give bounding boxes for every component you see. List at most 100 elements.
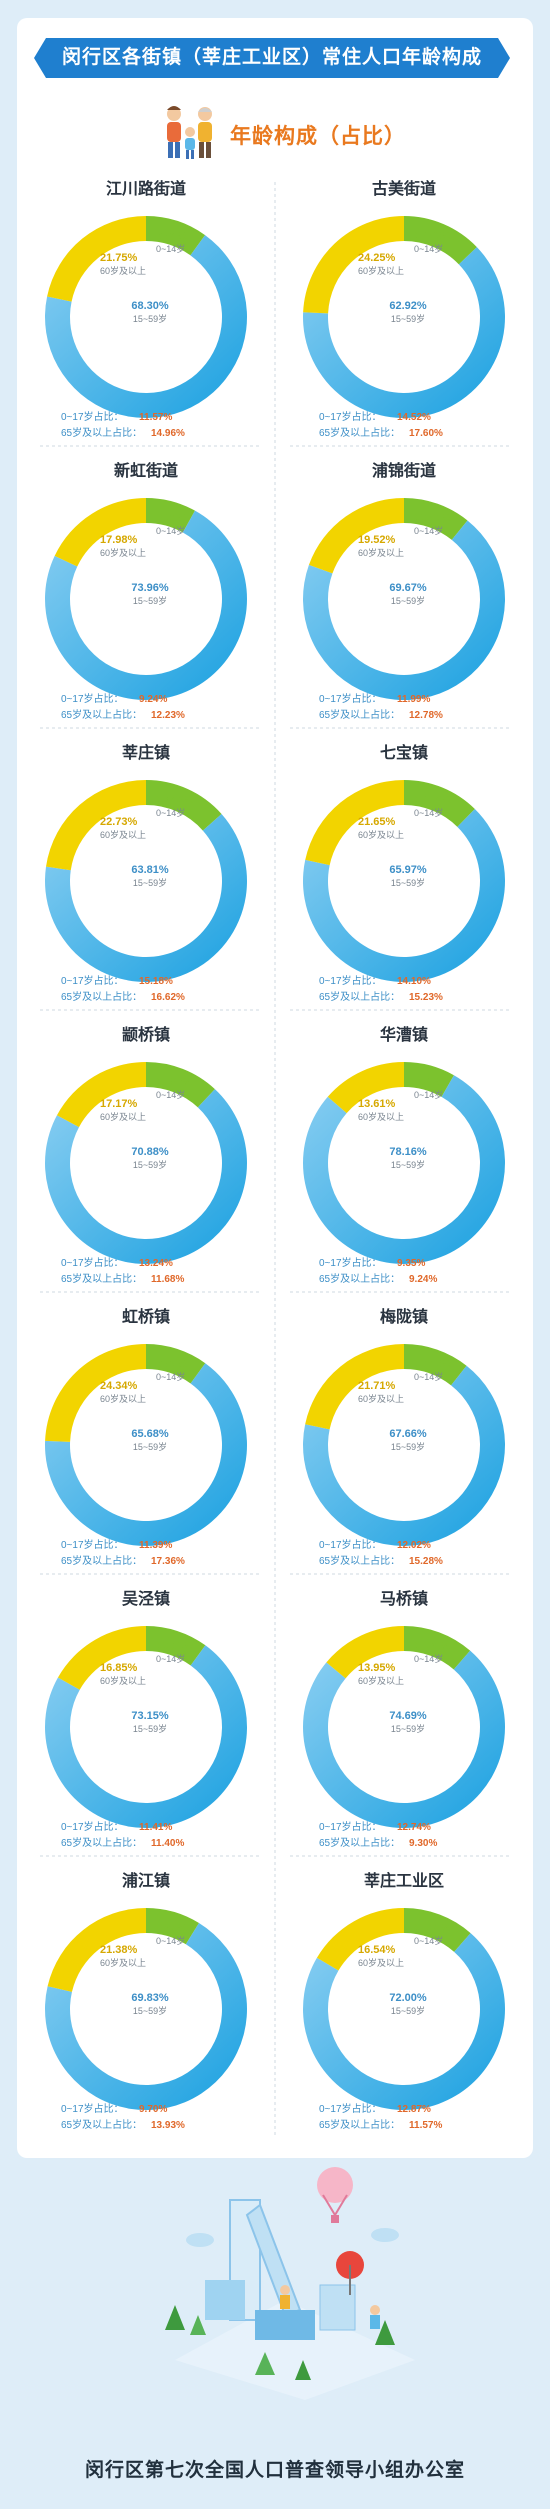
- value-label-60-plus: 17.17%: [100, 1098, 138, 1110]
- slice-0-14: [146, 498, 195, 533]
- slice-0-14: [146, 1908, 199, 1945]
- value-label-60-plus: 16.54%: [358, 1944, 396, 1956]
- slice-60-plus: [303, 216, 404, 314]
- slice-60-plus: [305, 780, 404, 866]
- ratio-65-plus-label: 65岁及以上占比：: [61, 708, 142, 721]
- value-label-0-14: 8.06%: [156, 512, 187, 524]
- category-label-0-14: 0~14岁: [414, 1935, 443, 1946]
- category-label-0-14: 0~14岁: [156, 1089, 185, 1100]
- chart-title: 浦锦街道: [372, 461, 436, 480]
- value-label-15-59: 63.81%: [131, 864, 169, 876]
- ratio-0-17-label: 0~17岁占比：: [319, 974, 382, 987]
- ratio-65-plus-value: 15.28%: [409, 1556, 443, 1567]
- ratio-65-plus-label: 65岁及以上占比：: [61, 990, 142, 1003]
- ratio-0-17-value: 9.24%: [139, 694, 167, 705]
- ratio-65-plus-value: 12.23%: [151, 710, 185, 721]
- chart-title: 马桥镇: [380, 1589, 428, 1608]
- category-label-60-plus: 60岁及以上: [100, 1675, 146, 1686]
- category-label-60-plus: 60岁及以上: [358, 829, 404, 840]
- ratio-0-17-label: 0~17岁占比：: [61, 2102, 124, 2115]
- category-label-15-59: 15~59岁: [133, 1159, 167, 1170]
- category-label-0-14: 0~14岁: [156, 243, 185, 254]
- value-label-60-plus: 21.71%: [358, 1380, 396, 1392]
- slice-60-plus: [54, 498, 146, 567]
- ratio-0-17-value: 13.24%: [139, 1258, 173, 1269]
- value-label-60-plus: 24.25%: [358, 252, 396, 264]
- category-label-15-59: 15~59岁: [391, 1159, 425, 1170]
- slice-0-14: [404, 216, 477, 265]
- ratio-65-plus-label: 65岁及以上占比：: [319, 1836, 400, 1849]
- ratio-65-plus-label: 65岁及以上占比：: [319, 2118, 400, 2131]
- slice-0-14: [146, 1626, 206, 1666]
- value-label-15-59: 73.96%: [131, 582, 169, 594]
- category-label-60-plus: 60岁及以上: [358, 1111, 404, 1122]
- ratio-65-plus-label: 65岁及以上占比：: [61, 1554, 142, 1567]
- slice-60-plus: [305, 1344, 404, 1430]
- slice-0-14: [146, 1344, 206, 1384]
- category-label-15-59: 15~59岁: [133, 595, 167, 606]
- ratio-65-plus-value: 11.57%: [409, 2120, 442, 2131]
- ratio-0-17-value: 12.87%: [397, 2104, 431, 2115]
- category-label-15-59: 15~59岁: [133, 313, 167, 324]
- chart-title: 莘庄镇: [122, 743, 170, 762]
- value-label-15-59: 65.97%: [389, 864, 427, 876]
- ratio-0-17-label: 0~17岁占比：: [319, 1820, 382, 1833]
- ratio-65-plus-value: 9.24%: [409, 1274, 437, 1285]
- subtitle-row: 年龄构成（占比）: [0, 104, 550, 164]
- slice-60-plus: [46, 780, 146, 871]
- value-label-60-plus: 22.73%: [100, 816, 138, 828]
- ratio-0-17-label: 0~17岁占比：: [61, 410, 124, 423]
- value-label-15-59: 68.30%: [131, 300, 169, 312]
- value-label-15-59: 73.15%: [131, 1710, 169, 1722]
- slice-0-14: [146, 1062, 215, 1108]
- ratio-0-17-value: 15.18%: [139, 976, 173, 987]
- category-label-0-14: 0~14岁: [414, 525, 443, 536]
- value-label-60-plus: 21.65%: [358, 816, 396, 828]
- value-label-0-14: 8.79%: [156, 1922, 187, 1934]
- category-label-60-plus: 60岁及以上: [100, 829, 146, 840]
- value-label-0-14: 13.45%: [156, 794, 194, 806]
- category-label-60-plus: 60岁及以上: [100, 265, 146, 276]
- ratio-65-plus-label: 65岁及以上占比：: [319, 1272, 400, 1285]
- category-label-0-14: 0~14岁: [156, 1371, 185, 1382]
- slice-60-plus: [316, 1908, 404, 1971]
- category-label-0-14: 0~14岁: [414, 1371, 443, 1382]
- slice-15-59: [303, 1933, 505, 2110]
- chart-title: 华漕镇: [380, 1025, 428, 1044]
- ratio-0-17-value: 9.70%: [139, 2104, 167, 2115]
- value-label-15-59: 78.16%: [389, 1146, 427, 1158]
- ratio-65-plus-label: 65岁及以上占比：: [61, 1836, 142, 1849]
- ratio-0-17-value: 9.35%: [397, 1258, 425, 1269]
- ratio-65-plus-value: 17.60%: [409, 428, 443, 439]
- value-label-15-59: 67.66%: [389, 1428, 427, 1440]
- slice-15-59: [303, 520, 505, 700]
- value-label-60-plus: 24.34%: [100, 1380, 138, 1392]
- ratio-0-17-value: 11.99%: [397, 694, 430, 705]
- value-label-60-plus: 13.61%: [358, 1098, 396, 1110]
- footer-office-name: 闵行区第七次全国人口普查领导小组办公室: [84, 2460, 465, 2481]
- slice-0-14: [146, 780, 222, 831]
- chart-title: 新虹街道: [114, 461, 178, 480]
- value-label-15-59: 70.88%: [131, 1146, 169, 1158]
- chart-title: 颛桥镇: [122, 1025, 170, 1044]
- value-label-15-59: 62.92%: [389, 300, 427, 312]
- slice-0-14: [404, 1062, 454, 1097]
- ratio-0-17-label: 0~17岁占比：: [319, 410, 382, 423]
- category-label-15-59: 15~59岁: [133, 1723, 167, 1734]
- family-illustration-icon: [167, 106, 212, 159]
- slice-15-59: [302, 1650, 505, 1828]
- category-label-15-59: 15~59岁: [391, 1723, 425, 1734]
- category-label-60-plus: 60岁及以上: [358, 1675, 404, 1686]
- value-label-60-plus: 21.75%: [100, 252, 138, 264]
- slice-60-plus: [47, 1907, 146, 1992]
- ratio-0-17-label: 0~17岁占比：: [319, 1256, 382, 1269]
- value-label-60-plus: 13.95%: [358, 1662, 396, 1674]
- value-label-0-14: 9.98%: [156, 1358, 187, 1370]
- ratio-0-17-label: 0~17岁占比：: [319, 1538, 382, 1551]
- value-label-15-59: 65.68%: [131, 1428, 169, 1440]
- category-label-60-plus: 60岁及以上: [100, 1393, 146, 1404]
- slice-60-plus: [327, 1062, 404, 1114]
- value-label-60-plus: 17.98%: [100, 534, 138, 546]
- title-banner: 闵行区各街镇（莘庄工业区）常住人口年龄构成: [34, 38, 510, 78]
- category-label-60-plus: 60岁及以上: [358, 547, 404, 558]
